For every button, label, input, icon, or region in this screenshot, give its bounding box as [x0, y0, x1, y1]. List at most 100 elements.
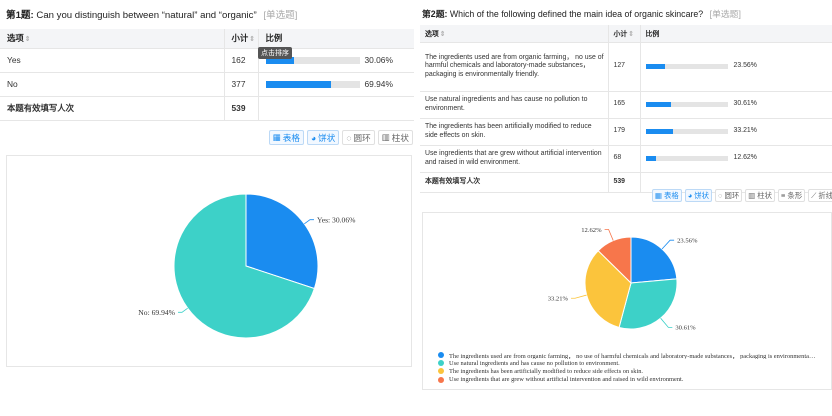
- table-view-button[interactable]: ▦ 表格: [652, 189, 682, 202]
- table-header-row: 选项⇕ 小计⇕ 比例: [0, 29, 414, 49]
- pie-leader-line: [604, 229, 614, 241]
- option-label: Use natural ingredients and has cause no…: [420, 91, 608, 119]
- option-count: 179: [607, 118, 640, 146]
- ring-icon: ◌: [718, 191, 723, 200]
- option-label: No: [0, 72, 224, 97]
- ratio-cell: 69.94%: [257, 72, 414, 97]
- option-label: Yes: [0, 48, 224, 73]
- table-row: No 377 69.94%: [0, 72, 414, 97]
- column-header-count[interactable]: 小计⇕: [607, 25, 640, 43]
- pie-leader-line: [304, 219, 314, 225]
- results-table: 选项⇕ 小计⇕ 比例 The ingredients used are from…: [420, 25, 832, 193]
- ratio-cell: 12.62%: [639, 145, 832, 173]
- ratio-percent: 12.62%: [733, 153, 757, 161]
- line-chart-icon: ⟋: [811, 190, 817, 200]
- chart-type-toolbar: ▦ 表格 ◕ 饼状 ◌ 圆环 ▥ 柱状 ≡ 条形 ⟋ 折线: [652, 189, 832, 202]
- line-view-button[interactable]: ⟋ 折线: [808, 189, 832, 202]
- sort-tooltip: 点击排序: [258, 47, 292, 59]
- question-number: 第1题:: [6, 10, 34, 21]
- sort-icon[interactable]: ⇕: [24, 36, 31, 44]
- column-header-option[interactable]: 选项⇕: [0, 29, 224, 49]
- option-count: 127: [607, 42, 640, 92]
- pie-leader-line: [571, 294, 587, 299]
- pie-slice[interactable]: [597, 236, 632, 285]
- table-row: The ingredients has been artificially mo…: [420, 118, 832, 146]
- ratio-bar-fill: [265, 80, 332, 88]
- ratio-bar-fill: [645, 128, 673, 134]
- pie-icon: ◕: [310, 132, 317, 143]
- legend-item[interactable]: Use ingredients that are grew without ar…: [438, 376, 830, 384]
- pie-slice[interactable]: [630, 236, 678, 284]
- pie-view-button[interactable]: ◕ 饼状: [306, 130, 340, 145]
- option-count: 162: [223, 48, 258, 73]
- bar-view-button[interactable]: ≡ 条形: [778, 189, 806, 202]
- legend-swatch: [438, 376, 444, 383]
- pie-view-button[interactable]: ◕ 饼状: [684, 189, 713, 202]
- bar-chart-icon: ≡: [781, 191, 786, 200]
- option-label: The ingredients has been artificially mo…: [420, 118, 608, 146]
- pie-leader-line: [660, 317, 673, 328]
- valid-count-value: 539: [223, 96, 258, 121]
- column-header-option[interactable]: 选项⇕: [420, 25, 608, 43]
- sort-icon[interactable]: ⇕: [249, 36, 256, 44]
- column-header-count[interactable]: 小计⇕: [223, 29, 258, 49]
- ratio-bar: [645, 101, 728, 107]
- ratio-percent: 30.61%: [733, 99, 757, 107]
- question-text: Which of the following defined the main …: [449, 9, 704, 19]
- sort-icon[interactable]: ⇕: [628, 31, 635, 39]
- pie-leader-line: [661, 239, 675, 250]
- ratio-bar-fill: [645, 63, 665, 69]
- table-row: The ingredients used are from organic fa…: [420, 42, 832, 92]
- ratio-bar: [645, 128, 728, 134]
- ratio-bar-fill: [645, 101, 671, 107]
- table-row: Use natural ingredients and has cause no…: [420, 91, 832, 119]
- pie-slice[interactable]: [584, 250, 632, 329]
- table-row: Yes 162 30.06%: [0, 48, 414, 73]
- pie-slice-label: 30.61%: [675, 325, 696, 332]
- legend-item[interactable]: The ingredients used are from organic fa…: [438, 351, 830, 359]
- legend-item[interactable]: Use natural ingredients and has cause no…: [438, 359, 830, 367]
- column-view-button[interactable]: ▥ 柱状: [745, 189, 776, 202]
- column-header-ratio: 比例: [257, 29, 414, 49]
- ratio-cell: 33.21%: [639, 118, 832, 146]
- valid-count-label: 本题有效填写人次: [420, 172, 608, 193]
- legend-swatch: [438, 352, 444, 359]
- question-1-title: 第1题: Can you distinguish between “natura…: [6, 7, 297, 21]
- pie-chart-1-box: Yes: 30.06% No: 69.94%: [6, 155, 412, 367]
- column-chart-icon: ▥: [748, 191, 756, 200]
- table-icon: ▦: [655, 191, 662, 200]
- pie-icon: ◕: [687, 191, 693, 200]
- question-2-title: 第2题: Which of the following defined the …: [422, 7, 741, 20]
- question-number: 第2题:: [422, 9, 448, 19]
- ratio-bar: [265, 56, 360, 64]
- valid-count-label: 本题有效填写人次: [0, 96, 224, 121]
- results-table: 选项⇕ 小计⇕ 比例 Yes 162 30.06% No 377 69.94% …: [0, 29, 414, 121]
- valid-count-value: 539: [607, 172, 640, 193]
- ratio-percent: 23.56%: [733, 61, 757, 69]
- column-header-ratio: 比例: [639, 25, 832, 43]
- ratio-percent: 69.94%: [364, 79, 393, 90]
- pie-slice-label: Yes: 30.06%: [317, 215, 356, 224]
- ring-view-button[interactable]: ◌ 圆环: [342, 130, 375, 145]
- option-label: Use ingredients that are grew without ar…: [420, 145, 608, 173]
- column-view-button[interactable]: ▥ 柱状: [377, 130, 413, 145]
- legend-item[interactable]: The ingredients has been artificially mo…: [438, 367, 830, 375]
- pie-slice[interactable]: [173, 193, 316, 339]
- question-1-panel: 第1题: Can you distinguish between “natura…: [0, 0, 414, 416]
- ratio-percent: 30.06%: [364, 55, 393, 66]
- sort-icon[interactable]: ⇕: [439, 31, 446, 39]
- question-type: [单选题]: [263, 10, 298, 21]
- option-count: 68: [607, 145, 640, 173]
- legend-swatch: [438, 368, 444, 375]
- pie-chart-1: Yes: 30.06% No: 69.94%: [138, 193, 356, 339]
- ring-view-button[interactable]: ◌ 圆环: [715, 189, 743, 202]
- table-row: Use ingredients that are grew without ar…: [420, 145, 832, 173]
- column-chart-icon: ▥: [381, 132, 390, 142]
- question-type: [单选题]: [709, 9, 741, 19]
- chart-type-toolbar: ▦ 表格 ◕ 饼状 ◌ 圆环 ▥ 柱状: [268, 130, 413, 145]
- option-count: 377: [223, 72, 258, 97]
- table-view-button[interactable]: ▦ 表格: [268, 130, 304, 145]
- pie-leader-line: [178, 307, 188, 313]
- legend-swatch: [438, 360, 444, 367]
- ratio-bar-fill: [645, 155, 656, 161]
